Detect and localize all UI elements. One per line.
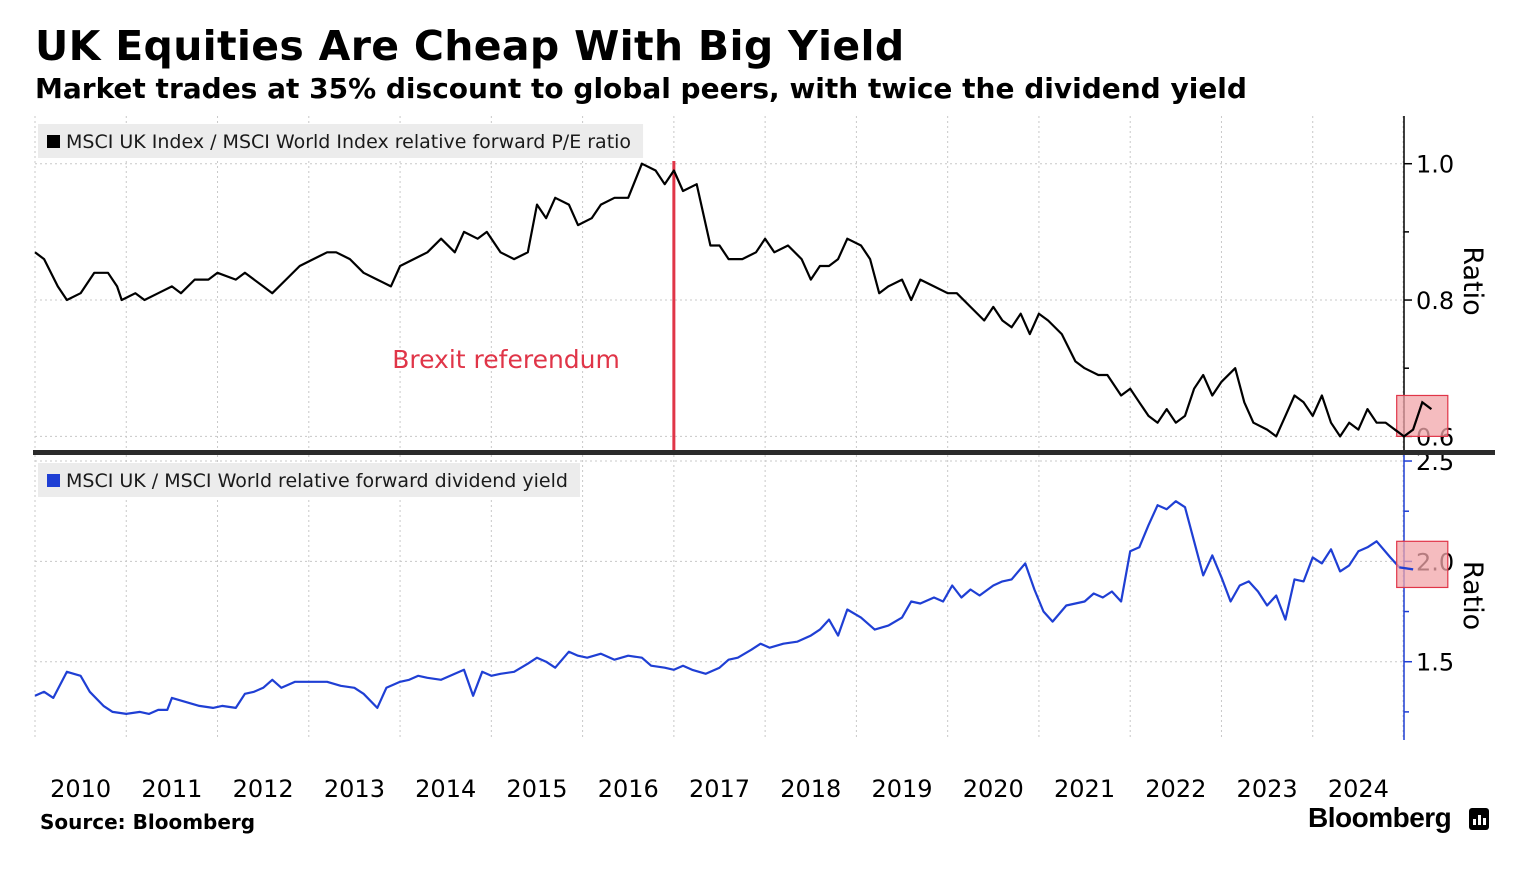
yield-y-axis-title: Ratio [1457, 561, 1488, 630]
yield-recent-highlight-box [1396, 540, 1449, 589]
source-note: Source: Bloomberg [40, 810, 256, 834]
x-tick-label-2015: 2015 [506, 775, 567, 803]
yield-legend-label: MSCI UK / MSCI World relative forward di… [66, 470, 568, 492]
chart-subtitle: Market trades at 35% discount to global … [35, 72, 1247, 105]
yield-series-line-0 [34, 500, 1414, 715]
x-tick-label-2013: 2013 [324, 775, 385, 803]
panel-separator [33, 450, 1495, 455]
x-tick-label-2010: 2010 [50, 775, 111, 803]
x-tick-label-2017: 2017 [689, 775, 750, 803]
brexit-referendum-label: Brexit referendum [392, 345, 620, 374]
x-tick-label-2019: 2019 [871, 775, 932, 803]
yield-legend: MSCI UK / MSCI World relative forward di… [38, 463, 580, 497]
x-tick-label-2023: 2023 [1237, 775, 1298, 803]
pe-legend-background [38, 124, 644, 158]
x-tick-label-2012: 2012 [233, 775, 294, 803]
pe-ytick-label-1: 0.8 [1416, 287, 1454, 315]
x-tick-label-2021: 2021 [1054, 775, 1115, 803]
x-tick-label-2018: 2018 [780, 775, 841, 803]
pe-legend: MSCI UK Index / MSCI World Index relativ… [38, 124, 644, 158]
x-tick-label-2024: 2024 [1328, 775, 1389, 803]
x-tick-label-2011: 2011 [141, 775, 202, 803]
pe-legend-label: MSCI UK Index / MSCI World Index relativ… [66, 131, 631, 153]
yield-series-tail [1399, 566, 1414, 571]
chart-title: UK Equities Are Cheap With Big Yield [35, 22, 905, 70]
x-axis: 2010 2011 2012 2013 2014 2015 2016 2017 2018 2019… [33, 450, 1495, 803]
x-tick-label-2022: 2022 [1145, 775, 1206, 803]
yield-legend-background [38, 463, 580, 497]
bloomberg-logo: Bloomberg [1308, 802, 1452, 833]
pe-series-tail [1394, 400, 1433, 438]
yield-legend-swatch [47, 474, 60, 487]
bloomberg-terminal-icon [1469, 808, 1489, 830]
pe-legend-swatch [47, 135, 60, 148]
pe-series-line-0 [34, 162, 1433, 438]
x-tick-label-2014: 2014 [415, 775, 476, 803]
pe-y-axis-title: Ratio [1457, 246, 1488, 315]
x-tick-label-2016: 2016 [598, 775, 659, 803]
yield-ytick-label-0: 1.5 [1416, 649, 1454, 677]
x-tick-label-2020: 2020 [963, 775, 1024, 803]
pe-ytick-label-2: 1.0 [1416, 151, 1454, 179]
